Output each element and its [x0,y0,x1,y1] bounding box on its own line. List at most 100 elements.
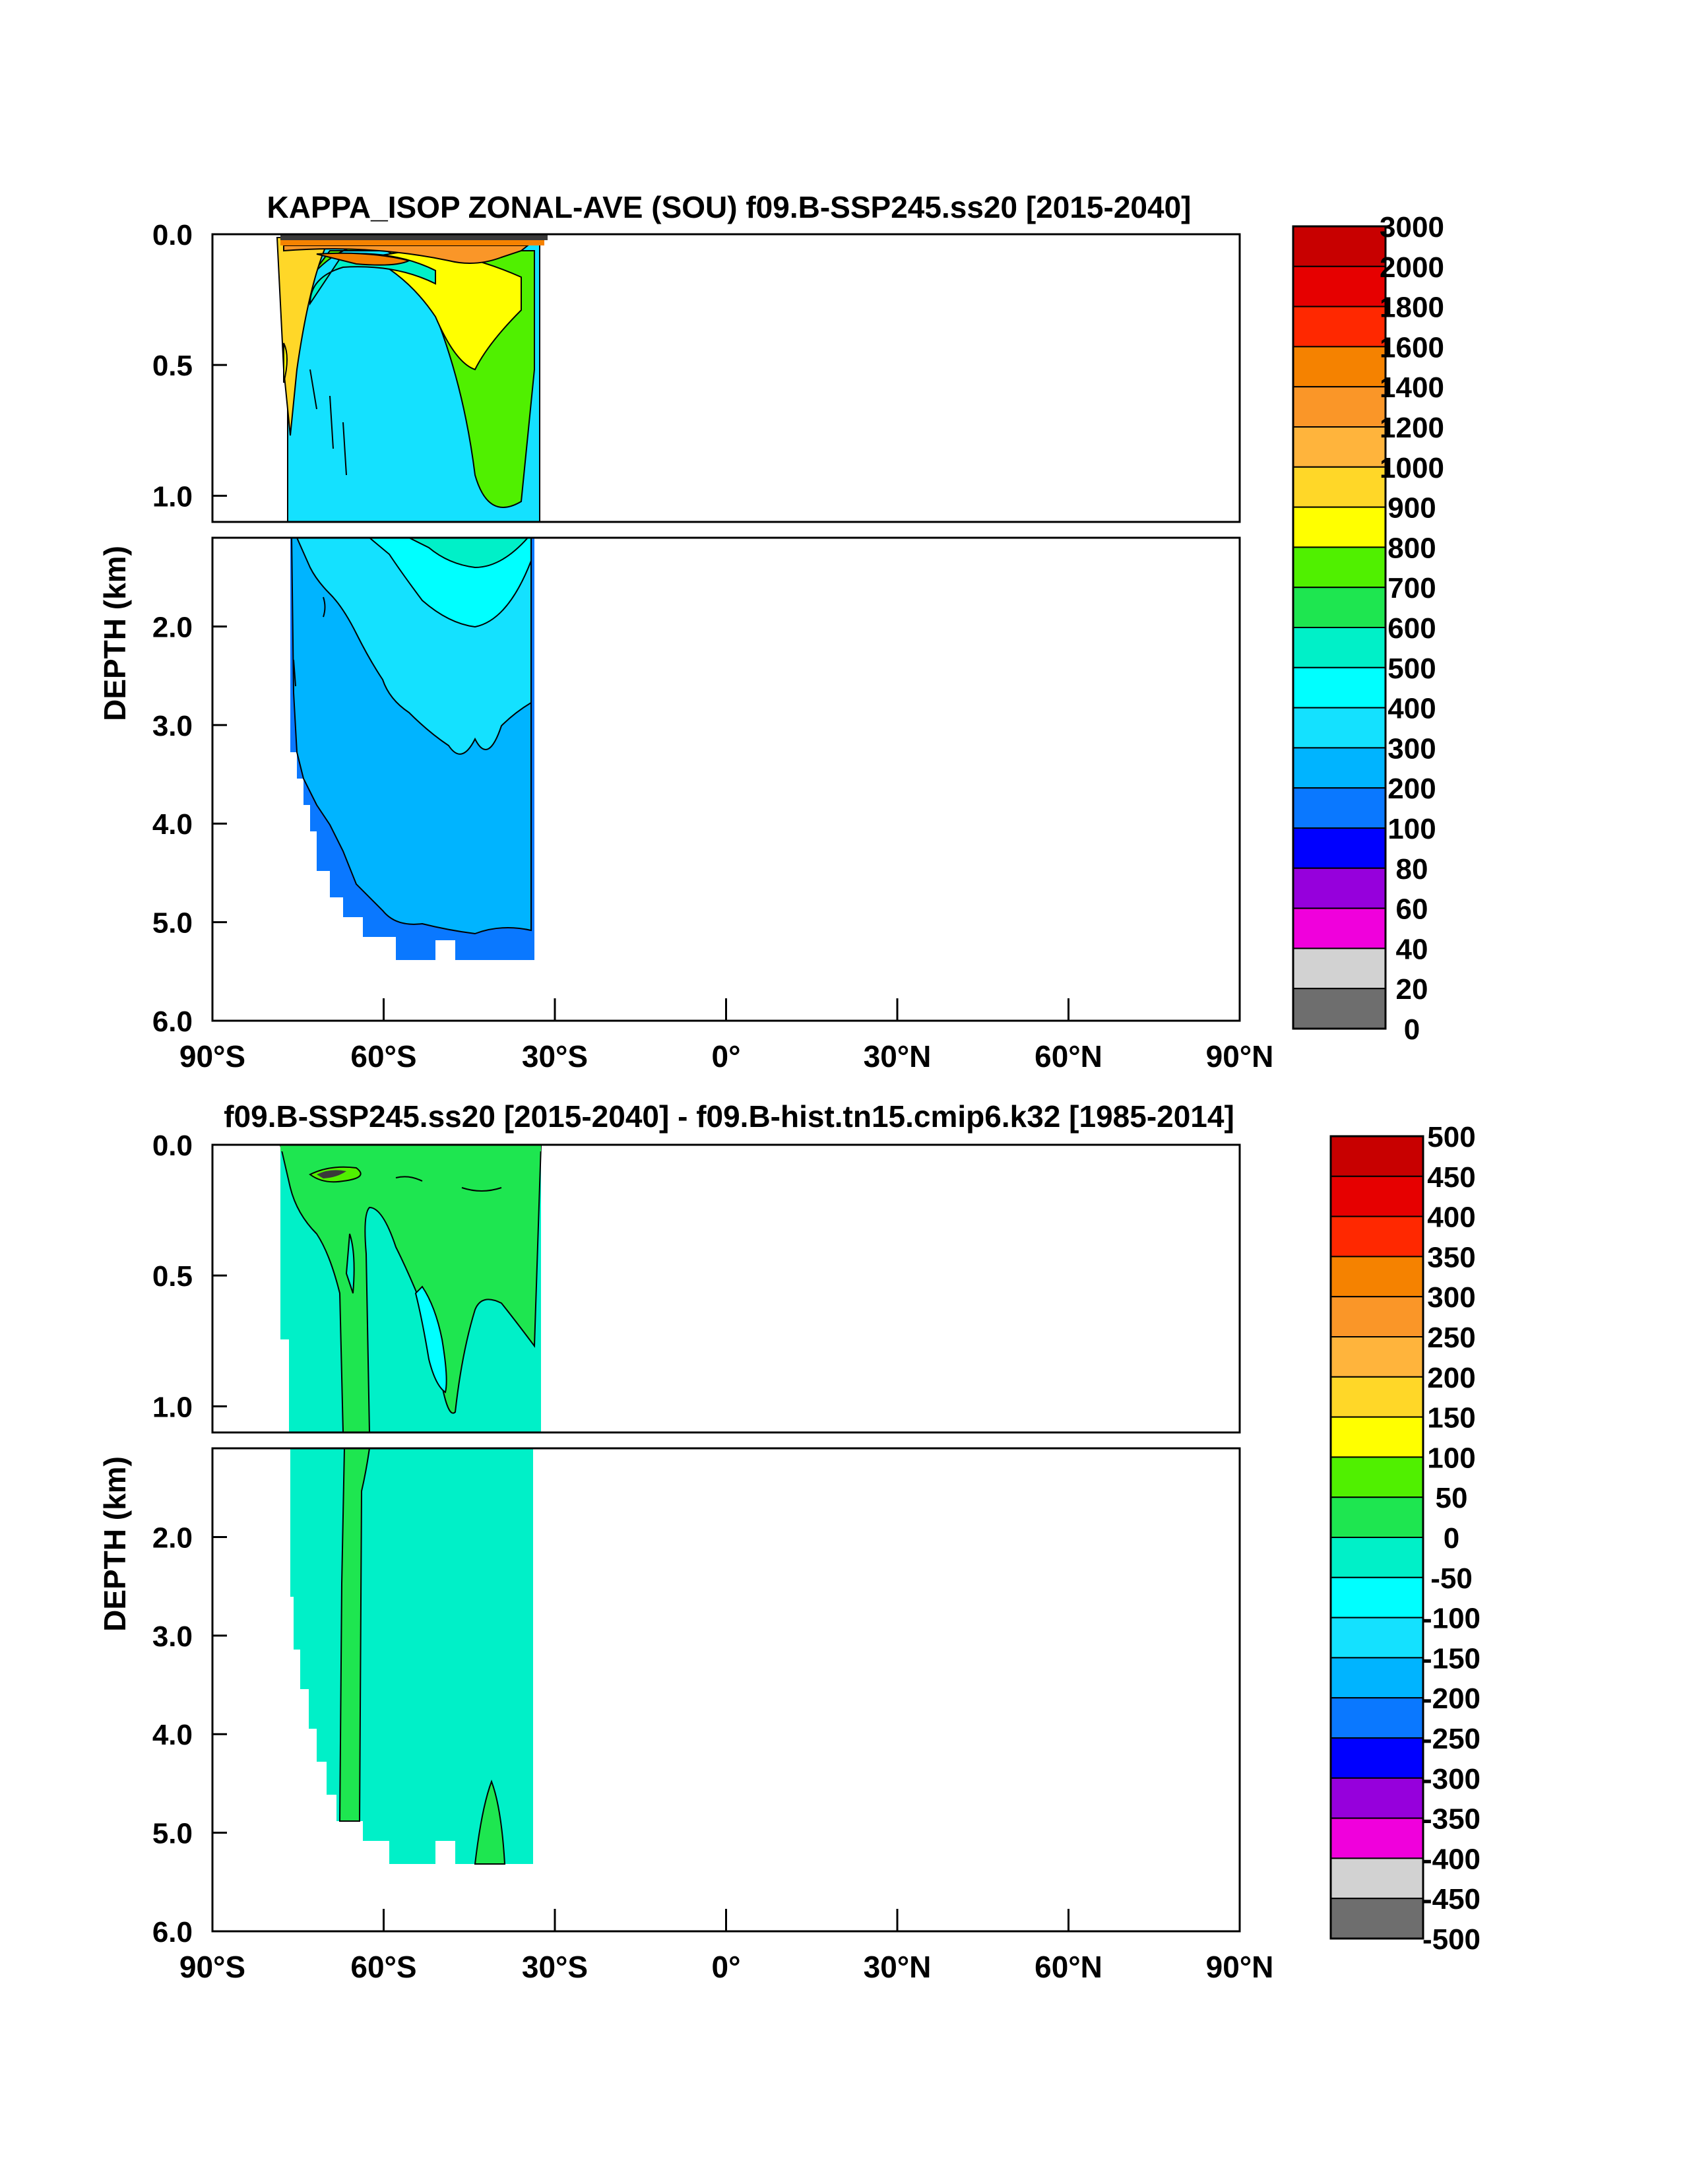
x-tick-label: 30°S [522,1950,588,1984]
colorbar-swatch [1330,1136,1424,1177]
colorbar-label: 200 [1427,1362,1475,1394]
panel2-y-axis: 0.0 0.5 1.0 2.0 3.0 4.0 5.0 6.0 [152,1130,227,1948]
y-tick-label: 0.5 [152,350,193,382]
colorbar-swatch [1330,1376,1424,1418]
colorbar-swatch [1292,305,1386,348]
colorbar-swatch [1292,466,1386,508]
x-tick-label: 0° [712,1950,741,1984]
panel2-colorbar: 500450400350300250200150100500-50-100-15… [1329,1121,1481,1956]
colorbar-swatch [1330,1256,1424,1298]
y-tick-label: 4.0 [152,1719,193,1751]
panel-difference: f09.B-SSP245.ss20 [2015-2040] - f09.B-hi… [98,1099,1481,1984]
x-tick-label: 90°S [179,1950,245,1984]
colorbar-label: 100 [1427,1442,1475,1474]
x-tick-label: 60°N [1035,1039,1102,1074]
colorbar-swatch [1330,1416,1424,1458]
colorbar-swatch [1330,1697,1424,1739]
colorbar-swatch [1292,346,1386,388]
colorbar-label: -400 [1422,1843,1481,1875]
colorbar-swatch [1330,1456,1424,1498]
colorbar-label: 350 [1427,1241,1475,1273]
panel1-ylabel: DEPTH (km) [98,546,132,721]
colorbar-swatch [1330,1336,1424,1378]
colorbar-swatch [1330,1296,1424,1337]
colorbar-label: 1400 [1380,371,1444,404]
colorbar-label: 250 [1427,1322,1475,1354]
colorbar-swatch [1292,988,1386,1029]
x-tick-label: 30°N [864,1039,932,1074]
panel1-upper-frame [211,233,1241,523]
x-tick-label: 90°S [179,1039,245,1074]
colorbar-label: -250 [1422,1723,1481,1755]
y-tick-label: 0.0 [152,219,193,251]
y-tick-label: 5.0 [152,1818,193,1850]
colorbar-swatch [1330,1496,1424,1538]
colorbar-label: 600 [1387,612,1436,645]
colorbar-label: -200 [1422,1683,1481,1715]
colorbar-label: 900 [1387,492,1436,525]
colorbar-swatch [1292,627,1386,668]
colorbar-label: 400 [1387,693,1436,725]
colorbar-swatch [1330,1215,1424,1258]
panel1-upper-field [276,235,548,522]
colorbar-swatch [1292,827,1386,869]
x-tick-label: 60°N [1035,1950,1102,1984]
colorbar-swatch [1330,1175,1424,1217]
x-tick-label: 60°S [350,1039,416,1074]
colorbar-label: 400 [1427,1202,1475,1234]
colorbar-label: -350 [1422,1803,1481,1836]
colorbar-label: 1800 [1380,292,1444,324]
panel2-upper-frame [211,1143,1241,1434]
colorbar-swatch [1330,1537,1424,1578]
colorbar-label: 0 [1444,1522,1459,1555]
y-tick-label: 1.0 [152,480,193,513]
panel1-lower-field [290,538,534,960]
colorbar-swatch [1330,1777,1424,1819]
colorbar-swatch [1292,587,1386,629]
y-tick-label: 6.0 [152,1916,193,1948]
colorbar-swatch [1292,546,1386,589]
panel2-lower-field [290,1448,533,1865]
colorbar-label: 0 [1404,1013,1420,1046]
colorbar-label: 500 [1427,1121,1475,1153]
panel1-y-axis: 0.0 0.5 1.0 2.0 3.0 4.0 5.0 6.0 [152,219,227,1038]
panel2-title: f09.B-SSP245.ss20 [2015-2040] - f09.B-hi… [224,1099,1234,1134]
colorbar-swatch [1292,226,1386,267]
colorbar-label: 50 [1436,1482,1468,1514]
colorbar-label: 200 [1387,773,1436,805]
y-tick-label: 3.0 [152,710,193,742]
colorbar-label: 450 [1427,1161,1475,1194]
y-tick-label: 2.0 [152,611,193,643]
colorbar-label: -450 [1422,1883,1481,1915]
colorbar-label: -150 [1422,1642,1481,1675]
x-tick-label: 90°N [1206,1950,1274,1984]
panel1-x-axis: 90°S 60°S 30°S 0° 30°N 60°N 90°N [179,998,1274,1074]
colorbar-label: 40 [1396,933,1428,965]
colorbar-label: 150 [1427,1402,1475,1434]
colorbar-label: -300 [1422,1763,1481,1795]
colorbar-label: 500 [1387,653,1436,685]
panel2-upper-field [279,1145,542,1432]
x-tick-label: 30°S [522,1039,588,1074]
colorbar-frame [1292,225,1387,1030]
colorbar-swatch [1292,707,1386,749]
colorbar-frame [1329,1135,1424,1940]
colorbar-swatch [1330,1857,1424,1900]
y-tick-label: 0.0 [152,1130,193,1162]
y-tick-label: 3.0 [152,1621,193,1653]
colorbar-label: -50 [1430,1562,1473,1595]
y-tick-label: 2.0 [152,1522,193,1554]
panel1-title: KAPPA_ISOP ZONAL-AVE (SOU) f09.B-SSP245.… [267,190,1192,224]
y-tick-label: 6.0 [152,1006,193,1038]
colorbar-label: 700 [1387,572,1436,604]
colorbar-swatch [1292,867,1386,909]
colorbar-swatch [1292,506,1386,548]
x-tick-label: 60°S [350,1950,416,1984]
y-tick-label: 4.0 [152,808,193,841]
panel1-colorbar: 3000200018001600140012001000900800700600… [1292,211,1444,1046]
colorbar-label: 1000 [1380,452,1444,484]
colorbar-label: 100 [1387,813,1436,845]
colorbar-swatch [1330,1657,1424,1699]
x-tick-label: 90°N [1206,1039,1274,1074]
